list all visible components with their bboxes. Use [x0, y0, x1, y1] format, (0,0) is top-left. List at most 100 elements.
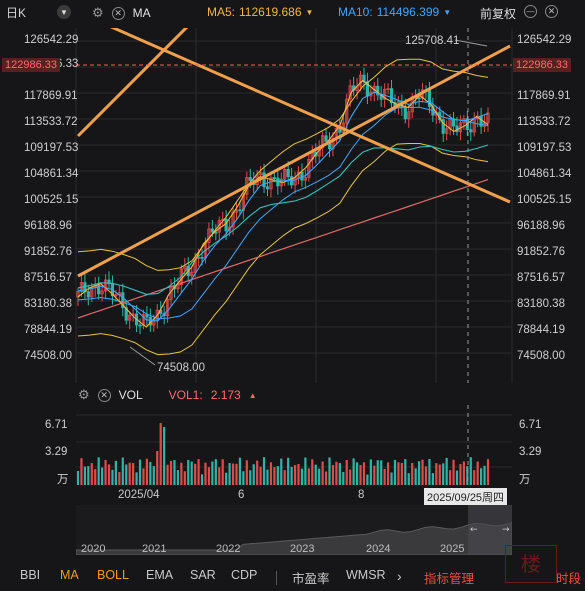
volume-bar — [355, 462, 359, 485]
volume-bar — [366, 474, 369, 485]
overview-year: 2024 — [366, 543, 391, 555]
settings-icon[interactable]: ⚙ — [78, 387, 90, 402]
volume-bar — [318, 468, 321, 485]
tab-pe[interactable]: 市盈率 — [292, 572, 330, 586]
price-tick: 96188.96 — [517, 220, 565, 232]
left-handle-icon[interactable]: ← — [470, 525, 478, 535]
candle-body — [307, 159, 311, 178]
ma5-readout: MA5: 112619.686 ▼ — [207, 5, 313, 19]
candle-body — [100, 290, 104, 295]
right-handle-icon[interactable]: → — [502, 525, 510, 535]
candle-body — [76, 291, 80, 298]
volume-bar — [404, 459, 407, 485]
navigator-window[interactable] — [468, 505, 512, 555]
volume-indicator-name[interactable]: VOL — [118, 388, 143, 402]
volume-bar — [390, 472, 393, 485]
price-tick: 78844.19 — [24, 324, 72, 336]
volume-bar — [94, 469, 97, 485]
candle-body — [124, 307, 128, 321]
volume-bar — [235, 463, 238, 485]
volume-bar — [228, 463, 231, 485]
trendline-up[interactable] — [77, 44, 511, 278]
up-arrow-icon: ▲ — [248, 390, 257, 400]
price-tick: 78844.19 — [517, 324, 565, 336]
price-chart[interactable] — [0, 28, 585, 383]
tab-ema[interactable]: EMA — [146, 568, 174, 582]
candle-body — [283, 168, 287, 180]
candle-body — [248, 177, 252, 181]
volume-bar — [438, 464, 441, 485]
period-label[interactable]: 日K — [6, 6, 27, 20]
down-arrow-icon: ▼ — [443, 7, 452, 17]
current-price-badge: 122986.33 — [513, 58, 571, 72]
adjust-mode-label[interactable]: 前复权 — [480, 7, 517, 21]
chevron-right-icon[interactable]: › — [397, 568, 402, 584]
volume-header: ⚙ ✕ VOL VOL1: 2.173 ▲ — [78, 387, 257, 403]
candle-body — [445, 128, 449, 134]
volume-bar — [380, 460, 383, 485]
tab-sar[interactable]: SAR — [190, 568, 216, 582]
candle-body — [417, 97, 421, 100]
candle-body — [207, 228, 211, 243]
volume-bar — [149, 461, 152, 485]
overview-year: 2021 — [142, 543, 167, 555]
volume-bar — [256, 460, 259, 485]
indicator-management-link[interactable]: 指标管理 — [424, 572, 475, 586]
volume-bar — [287, 457, 290, 485]
volume-bar — [269, 462, 273, 485]
volume-bar — [118, 472, 121, 485]
volume-bar — [331, 465, 335, 485]
tab-wmsr[interactable]: WMSR — [346, 568, 386, 582]
volume-bar — [359, 465, 362, 485]
overview-navigator[interactable]: ← → — [76, 505, 512, 555]
candle-body — [210, 228, 214, 233]
price-tick: 126542.29 — [517, 34, 572, 46]
volume-bar — [176, 470, 180, 485]
time-period-link[interactable]: 时段 — [556, 572, 582, 586]
candle-body — [231, 211, 235, 228]
volume-chart[interactable] — [0, 405, 585, 485]
price-tick: 117869.91 — [517, 90, 571, 102]
candle-body — [103, 279, 108, 292]
vol-tick: 6.71 — [45, 419, 68, 431]
volume-bar — [452, 459, 455, 485]
volume-bar — [104, 459, 107, 485]
trendline-down[interactable] — [100, 28, 511, 204]
candle-body — [155, 309, 159, 321]
trendline-steep[interactable] — [76, 28, 192, 138]
indicator-tabs: BBI MA BOLL EMA SAR CDP 市盈率 WMSR › 指标管理 … — [0, 562, 585, 586]
vol1-label: VOL1: — [168, 388, 203, 402]
volume-bar — [435, 463, 438, 485]
tab-boll[interactable]: BOLL — [97, 568, 129, 582]
volume-bar — [414, 468, 417, 485]
tab-bbi[interactable]: BBI — [20, 568, 41, 582]
candle-body — [227, 226, 232, 232]
period-dropdown-icon[interactable]: ▼ — [57, 5, 71, 19]
settings-icon[interactable]: ⚙ — [92, 5, 104, 20]
volume-bar — [459, 464, 462, 485]
candle-body — [358, 74, 363, 87]
volume-bar — [476, 461, 479, 485]
close-indicator-icon[interactable]: ✕ — [97, 388, 111, 402]
volume-bar — [480, 468, 483, 485]
price-tick: 113533.72 — [517, 116, 571, 128]
tab-ma[interactable]: MA — [60, 568, 79, 582]
price-tick: 83180.38 — [24, 298, 72, 310]
vol-tick: 3.29 — [519, 446, 542, 458]
price-tick: 87516.57 — [517, 272, 565, 284]
close-icon[interactable]: ✕ — [545, 5, 558, 18]
volume-bar — [221, 459, 224, 485]
tab-cdp[interactable]: CDP — [231, 568, 258, 582]
volume-bar — [266, 469, 269, 485]
volume-bar — [121, 457, 124, 485]
volume-bar — [183, 471, 186, 485]
vol-tick: 6.71 — [519, 419, 542, 431]
volume-bar — [428, 458, 431, 485]
indicator-name[interactable]: MA — [132, 6, 151, 20]
close-indicator-icon[interactable]: ✕ — [111, 6, 125, 20]
minus-icon[interactable]: — — [524, 5, 537, 18]
volume-bar — [145, 458, 149, 485]
volume-bar — [276, 466, 279, 485]
volume-bar — [297, 463, 300, 485]
candle-body — [97, 284, 101, 295]
